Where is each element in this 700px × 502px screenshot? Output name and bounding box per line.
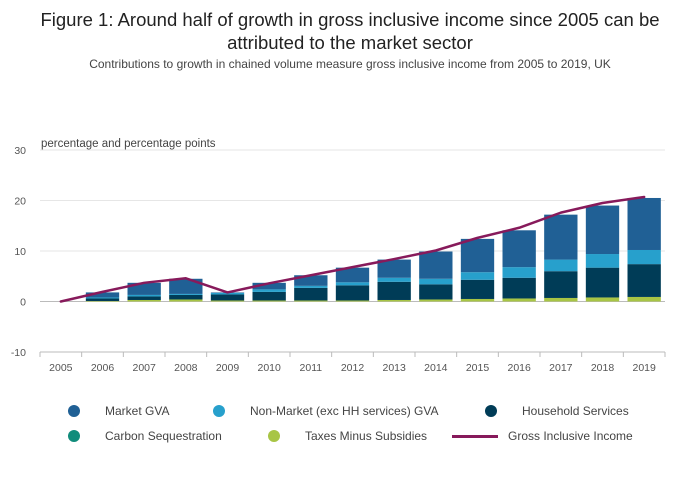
chart-title: Figure 1: Around half of growth in gross… (40, 9, 660, 53)
chart-area: -10 0 10 20 30 percentage and percentage poin… (11, 138, 666, 374)
bar-segment (502, 267, 536, 278)
y-tick-label: 10 (14, 246, 26, 258)
bar-segment (335, 285, 370, 301)
legend-label: Non-Market (exc HH services) GVA (250, 404, 439, 418)
bar-segment (294, 287, 328, 301)
bar-segment (377, 277, 411, 282)
legend-item-gross-inclusive-income: Gross Inclusive Income (452, 429, 633, 443)
legend-label: Taxes Minus Subsidies (305, 429, 428, 443)
x-tick-label: 2012 (341, 362, 365, 374)
bar-segment (85, 298, 120, 301)
bar-segment (544, 297, 578, 302)
legend-swatch-non-market-gva (213, 405, 225, 417)
bar-segment (585, 267, 620, 298)
y-tick-label: 0 (20, 297, 26, 309)
x-tick-label: 2018 (591, 362, 615, 374)
bar-segment (419, 299, 453, 302)
legend-label: Gross Inclusive Income (508, 429, 633, 443)
bar-segment (460, 298, 495, 302)
bar-segment (210, 292, 245, 295)
legend-label: Household Services (522, 404, 629, 418)
legend-label: Carbon Sequestration (105, 429, 222, 443)
x-tick-label: 2014 (424, 362, 448, 374)
bar-segment (252, 289, 286, 292)
bar-segment (377, 259, 411, 278)
legend-item-household-services: Household Services (485, 404, 629, 418)
x-tick-label: 2015 (466, 362, 490, 374)
x-tick-label: 2008 (174, 362, 198, 374)
bar-segment (377, 299, 411, 302)
bar-segment (585, 254, 620, 268)
bar-segment (627, 296, 661, 302)
bar-segment (377, 281, 411, 300)
y-tick-label: 30 (14, 145, 26, 157)
bar-segment (335, 282, 370, 286)
bar-segment (419, 284, 453, 300)
bar-segment (252, 300, 286, 302)
bar-segment (85, 300, 120, 302)
bar-segment (252, 282, 286, 290)
bar-segment (460, 279, 495, 299)
x-tick-label: 2019 (632, 362, 656, 374)
bar-segment (544, 214, 578, 260)
bar-segment (294, 300, 328, 302)
bar-segment (85, 292, 120, 298)
bar-segment (85, 297, 120, 299)
x-tick-label: 2016 (507, 362, 531, 374)
bar-segment (544, 259, 578, 272)
bar-segment (169, 294, 203, 300)
x-tick-label: 2007 (132, 362, 156, 374)
legend-label: Market GVA (105, 404, 170, 418)
x-tick-label: 2013 (382, 362, 406, 374)
bar-segment (544, 271, 578, 298)
legend-swatch-taxes-minus-subsidies (268, 430, 280, 442)
bar-segment (169, 278, 203, 294)
x-tick-label: 2017 (549, 362, 573, 374)
bar-segment (127, 296, 161, 300)
x-tick-label: 2009 (216, 362, 240, 374)
bar-segment (585, 205, 620, 255)
legend-swatch-gross-inclusive-income (452, 434, 498, 438)
legend-item-carbon-sequestration: Carbon Sequestration (68, 429, 222, 443)
bar-segment (502, 298, 536, 302)
legend-swatch-carbon-sequestration (68, 430, 80, 442)
bar-segment (127, 299, 161, 302)
bar-segment (335, 300, 370, 302)
bar-segment (335, 267, 370, 283)
bar-segment (169, 299, 203, 302)
chart-legend: Market GVA Non-Market (exc HH services) … (0, 404, 700, 454)
x-tick-label: 2010 (257, 362, 281, 374)
bar-segment (502, 277, 536, 299)
bar-segment (585, 297, 620, 302)
bar-segment (460, 238, 495, 273)
series-line-gross-inclusive-income (59, 195, 646, 303)
chart-subtitle: Contributions to growth in chained volum… (89, 57, 611, 71)
bar-segment (627, 197, 661, 250)
bar-segment (419, 278, 453, 285)
legend-swatch-household-services (485, 405, 497, 417)
legend-item-taxes-minus-subsidies: Taxes Minus Subsidies (268, 429, 427, 443)
bar-segment (294, 275, 328, 286)
legend-swatch-market-gva (68, 405, 80, 417)
x-tick-label: 2006 (91, 362, 115, 374)
bar-segment (460, 272, 495, 280)
bar-segment (210, 300, 245, 302)
y-tick-label: -10 (11, 347, 26, 359)
bar-segment (627, 264, 661, 297)
bar-segment (127, 294, 161, 297)
bar-segment (294, 285, 328, 288)
legend-item-non-market-gva: Non-Market (exc HH services) GVA (213, 404, 438, 418)
y-axis-label: percentage and percentage points (41, 138, 216, 150)
bar-segment (252, 291, 286, 301)
bar-segment (502, 230, 536, 268)
x-tick-label: 2005 (49, 362, 73, 374)
legend-item-market-gva: Market GVA (68, 404, 169, 418)
bar-segment (419, 251, 453, 279)
bar-segment (169, 293, 203, 295)
bar-segment (210, 294, 245, 301)
bar-segment (627, 249, 661, 265)
x-tick-label: 2011 (300, 362, 323, 374)
y-tick-label: 20 (14, 196, 26, 208)
